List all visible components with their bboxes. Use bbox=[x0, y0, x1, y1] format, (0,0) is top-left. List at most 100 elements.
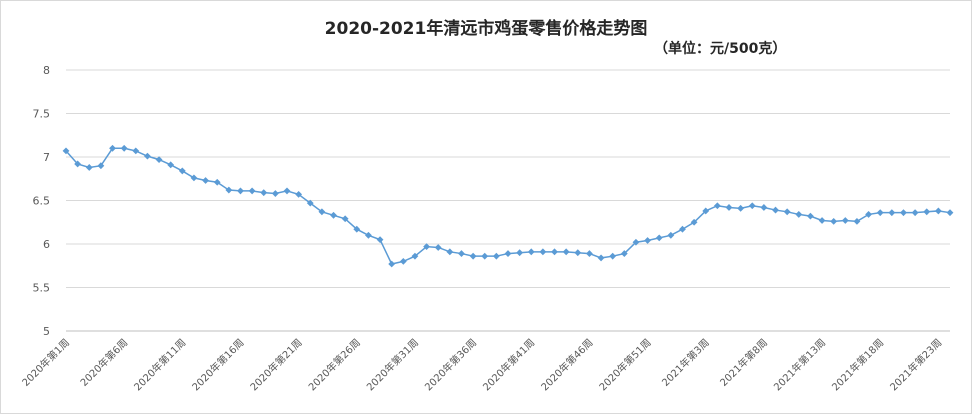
data-point bbox=[911, 209, 919, 217]
data-point bbox=[132, 147, 140, 155]
data-point bbox=[283, 187, 291, 195]
data-point bbox=[644, 237, 651, 244]
data-point bbox=[248, 187, 256, 195]
chart-subtitle: （单位：元/500克） bbox=[654, 41, 787, 57]
data-point bbox=[376, 236, 384, 244]
data-point bbox=[527, 248, 535, 256]
data-point bbox=[492, 252, 500, 260]
data-point bbox=[690, 218, 698, 226]
data-point bbox=[876, 209, 884, 217]
data-point bbox=[155, 156, 163, 164]
x-tick-label: 2020年第31周 bbox=[364, 336, 421, 393]
data-point bbox=[469, 252, 477, 260]
data-point bbox=[725, 204, 733, 211]
y-tick-label: 7 bbox=[43, 151, 50, 164]
chart-title: 2020-2021年清远市鸡蛋零售价格走势图 bbox=[324, 19, 648, 39]
data-point bbox=[737, 204, 745, 212]
data-point bbox=[271, 190, 279, 197]
x-tick-label: 2020年第46周 bbox=[538, 336, 595, 393]
data-point bbox=[888, 209, 896, 217]
data-point bbox=[562, 248, 570, 256]
data-point bbox=[446, 248, 454, 256]
data-point bbox=[411, 252, 419, 260]
data-point bbox=[516, 249, 524, 257]
data-point bbox=[213, 178, 221, 186]
data-point bbox=[97, 162, 105, 170]
data-point bbox=[423, 243, 430, 251]
data-point bbox=[237, 187, 244, 195]
data-point bbox=[539, 248, 547, 256]
x-tick-label: 2020年第21周 bbox=[247, 336, 304, 393]
data-point bbox=[202, 177, 209, 184]
data-point bbox=[74, 160, 82, 168]
x-tick-label: 2021年第18周 bbox=[829, 336, 886, 393]
y-tick-label: 6 bbox=[43, 238, 50, 251]
x-tick-label: 2021年第3周 bbox=[659, 336, 712, 389]
x-tick-label: 2020年第26周 bbox=[306, 336, 363, 393]
data-point bbox=[341, 215, 349, 223]
x-tick-label: 2021年第13周 bbox=[771, 336, 828, 393]
data-point bbox=[330, 211, 337, 219]
data-point bbox=[946, 209, 954, 217]
x-tick-label: 2020年第11周 bbox=[131, 336, 188, 393]
y-tick-label: 5 bbox=[43, 325, 50, 338]
x-tick-label: 2021年第8周 bbox=[717, 336, 770, 389]
y-axis-ticks: 5 5.5 6 6.5 7 7.5 8 bbox=[33, 64, 51, 338]
data-point bbox=[62, 147, 70, 155]
data-point bbox=[190, 174, 198, 182]
data-point bbox=[597, 254, 605, 262]
data-point bbox=[318, 208, 326, 216]
data-point bbox=[818, 217, 826, 224]
x-axis-ticks: 2020年第1周 2020年第6周 2020年第11周 2020年第16周 2020年第… bbox=[19, 336, 944, 393]
data-point bbox=[586, 250, 593, 257]
data-point bbox=[434, 244, 442, 251]
y-tick-label: 8 bbox=[43, 64, 50, 77]
data-point bbox=[109, 144, 116, 152]
x-tick-label: 2021年第23周 bbox=[887, 336, 944, 393]
data-point bbox=[841, 217, 849, 224]
data-point bbox=[574, 249, 582, 257]
data-point bbox=[178, 167, 186, 175]
data-point bbox=[167, 161, 175, 169]
data-point bbox=[655, 234, 663, 242]
data-point bbox=[225, 186, 233, 194]
data-point bbox=[609, 252, 617, 260]
data-point bbox=[713, 202, 721, 210]
x-tick-label: 2020年第51周 bbox=[596, 336, 653, 393]
data-point bbox=[865, 211, 872, 218]
data-point bbox=[306, 199, 314, 207]
data-point bbox=[295, 191, 303, 198]
data-point bbox=[399, 258, 407, 265]
data-point bbox=[388, 260, 396, 268]
data-point bbox=[85, 164, 93, 171]
data-point bbox=[783, 208, 791, 216]
data-point bbox=[260, 189, 268, 197]
series-line bbox=[65, 147, 951, 265]
y-tick-label: 5.5 bbox=[33, 282, 51, 295]
x-tick-label: 2020年第1周 bbox=[19, 336, 72, 389]
data-point bbox=[923, 208, 931, 216]
data-point bbox=[853, 217, 861, 225]
data-point bbox=[772, 206, 779, 214]
data-point bbox=[934, 207, 942, 215]
data-point bbox=[679, 225, 686, 233]
data-point bbox=[830, 217, 838, 225]
data-point bbox=[120, 144, 128, 152]
data-point bbox=[900, 209, 907, 217]
data-point bbox=[807, 212, 814, 220]
gridlines bbox=[66, 69, 950, 332]
data-point bbox=[458, 250, 465, 257]
y-tick-label: 7.5 bbox=[33, 108, 51, 121]
x-tick-label: 2020年第41周 bbox=[480, 336, 537, 393]
x-tick-label: 2020年第16周 bbox=[189, 336, 246, 393]
x-tick-label: 2020年第36周 bbox=[422, 336, 479, 393]
data-point bbox=[667, 231, 675, 239]
data-point bbox=[365, 231, 372, 239]
data-point bbox=[632, 238, 640, 246]
data-point bbox=[795, 211, 803, 218]
data-point bbox=[144, 152, 151, 160]
data-point bbox=[748, 202, 756, 210]
data-markers bbox=[62, 144, 954, 268]
